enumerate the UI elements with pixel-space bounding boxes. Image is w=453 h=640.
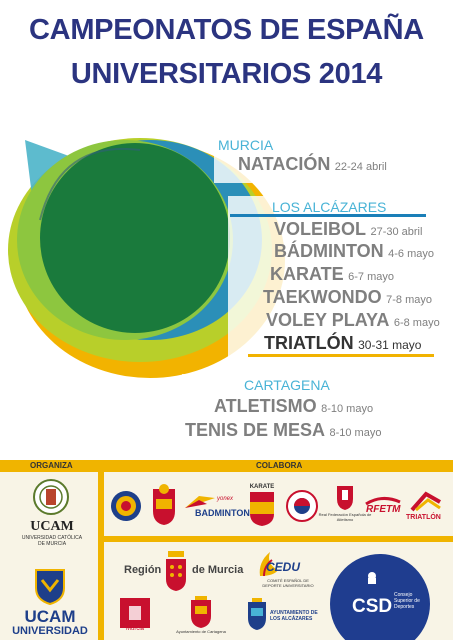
alcazares-logo: AYUNTAMIENTO DE LOS ALCÁZARES xyxy=(240,596,330,638)
ucam-name: UCAM xyxy=(30,519,74,534)
event-row-triatlon: TRIATLÓN 30-31 mayo xyxy=(264,333,421,354)
event-name: KARATE xyxy=(270,264,344,284)
event-dates: 7-8 mayo xyxy=(386,294,432,306)
rfea-shield-icon xyxy=(337,486,353,510)
divider-blue xyxy=(230,214,426,217)
cartagena-text: Ayuntamiento de Cartagena xyxy=(176,629,226,634)
karate-flag-icon xyxy=(250,492,274,526)
event-name: VOLEIBOL xyxy=(274,219,367,239)
rfea-logo: Real Federación Española de Atletismo xyxy=(319,484,371,530)
footer-horizontal-divider xyxy=(104,536,453,542)
triatlon-figure-icon xyxy=(410,491,441,512)
venue-city-murcia: MURCIA xyxy=(218,137,274,153)
csd-logo-icon xyxy=(330,554,430,640)
venue-cartagena-box xyxy=(182,374,386,444)
rfevb-volleyball-icon xyxy=(153,484,175,525)
rfea-text: Real Federación Española de Atletismo xyxy=(318,512,372,522)
event-dates: 6-7 mayo xyxy=(348,271,394,283)
venue-city-alcazares: LOS ALCÁZARES xyxy=(272,199,387,215)
event-row-voleibol: VOLEIBOL 27-30 abril xyxy=(274,219,422,240)
event-name: TAEKWONDO xyxy=(263,287,382,307)
ucam-shield-icon xyxy=(35,569,65,606)
cedu-flame-icon xyxy=(259,552,278,577)
fedu-seal-icon xyxy=(111,491,141,521)
divider-gold xyxy=(248,354,434,357)
shuttlecock-icon xyxy=(185,496,215,508)
region-label-1: Región xyxy=(124,564,162,576)
cedu-text: CEDU xyxy=(266,560,301,574)
event-name: NATACIÓN xyxy=(238,154,331,174)
alcazares-crest-icon xyxy=(248,598,266,630)
footer-header-bar xyxy=(0,460,453,472)
rfetm-swoosh-icon xyxy=(365,497,401,506)
event-row-tenis-de-mesa: TENIS DE MESA 8-10 mayo xyxy=(185,420,381,441)
ucam-universidad: UNIVERSIDAD xyxy=(12,625,88,637)
rfetm-text: RFETM xyxy=(366,504,401,515)
region-label-2: de Murcia xyxy=(192,564,244,576)
badminton-logo: yonex BADMINTON xyxy=(183,494,250,522)
venue-alcazares-box xyxy=(228,196,432,364)
ucam-subtitle-2: DE MURCIA xyxy=(37,541,67,547)
taekwondo-emblem-icon xyxy=(286,490,318,522)
event-dates: 22-24 abril xyxy=(334,161,387,173)
event-dates: 27-30 abril xyxy=(370,226,423,238)
ucam-sports-name: UCAM xyxy=(24,607,76,626)
title-line-1: CAMPEONATOS DE ESPAÑA xyxy=(29,14,424,46)
event-name: BÁDMINTON xyxy=(274,241,384,261)
event-row-karate: KARATE 6-7 mayo xyxy=(270,264,394,285)
decorative-circles-graphic xyxy=(8,138,285,378)
title-line-2: UNIVERSITARIOS 2014 xyxy=(70,58,383,90)
murcia-city-icon xyxy=(120,598,150,628)
ucam-crest-icon xyxy=(33,479,69,515)
colabora-label: COLABORA xyxy=(256,461,303,470)
cartagena-crest-icon xyxy=(191,596,211,628)
event-dates: 30-31 mayo xyxy=(358,338,422,352)
event-row-badminton: BÁDMINTON 4-6 mayo xyxy=(274,241,434,262)
event-row-natacion: NATACIÓN 22-24 abril xyxy=(238,154,387,175)
badminton-top-text: yonex xyxy=(217,496,234,502)
cedu-subtitle: COMITÉ ESPAÑOL DE DEPORTE UNIVERSITARIO xyxy=(262,578,314,588)
triatlon-text: TRIATLÓN xyxy=(406,514,441,521)
cedu-logo: CEDU COMITÉ ESPAÑOL DE DEPORTE UNIVERSIT… xyxy=(252,550,318,596)
event-dates: 6-8 mayo xyxy=(393,317,440,329)
triatlon-logo: TRIATLÓN xyxy=(404,490,448,526)
event-name: TENIS DE MESA xyxy=(185,420,326,440)
venue-city-cartagena: CARTAGENA xyxy=(244,377,330,393)
event-dates: 8-10 mayo xyxy=(321,403,374,415)
event-name: ATLETISMO xyxy=(214,396,317,416)
organiza-label: ORGANIZA xyxy=(30,461,73,470)
ucam-subtitle-1: UNIVERSIDAD CATÓLICA xyxy=(21,535,83,541)
cartagena-logo: Ayuntamiento de Cartagena xyxy=(176,596,226,638)
murcia-city-text: Murcia xyxy=(125,626,144,632)
region-murcia-crest-icon xyxy=(166,551,186,591)
event-name: VOLEY PLAYA xyxy=(266,310,390,330)
csd-subtitle: Consejo Superior de Deportes xyxy=(394,592,420,610)
murcia-city-logo: Murcia xyxy=(118,598,152,638)
event-dates: 8-10 mayo xyxy=(329,427,382,439)
alcazares-text: AYUNTAMIENTO DE LOS ALCÁZARES xyxy=(270,610,318,622)
event-row-atletismo: ATLETISMO 8-10 mayo xyxy=(214,396,373,417)
event-name: TRIATLÓN xyxy=(264,333,354,353)
karate-text: KARATE xyxy=(249,484,275,490)
event-row-voley-playa: VOLEY PLAYA 6-8 mayo xyxy=(266,310,440,331)
karate-logo: KARATE xyxy=(248,484,276,528)
event-dates: 4-6 mayo xyxy=(388,248,434,260)
venue-murcia-box xyxy=(214,133,400,183)
csd-text: CSD xyxy=(352,596,393,617)
event-row-taekwondo: TAEKWONDO 7-8 mayo xyxy=(263,287,432,308)
footer-vertical-divider xyxy=(98,472,104,640)
badminton-text: BADMINTON xyxy=(195,508,250,518)
rfetm-logo: RFETM xyxy=(364,496,402,518)
